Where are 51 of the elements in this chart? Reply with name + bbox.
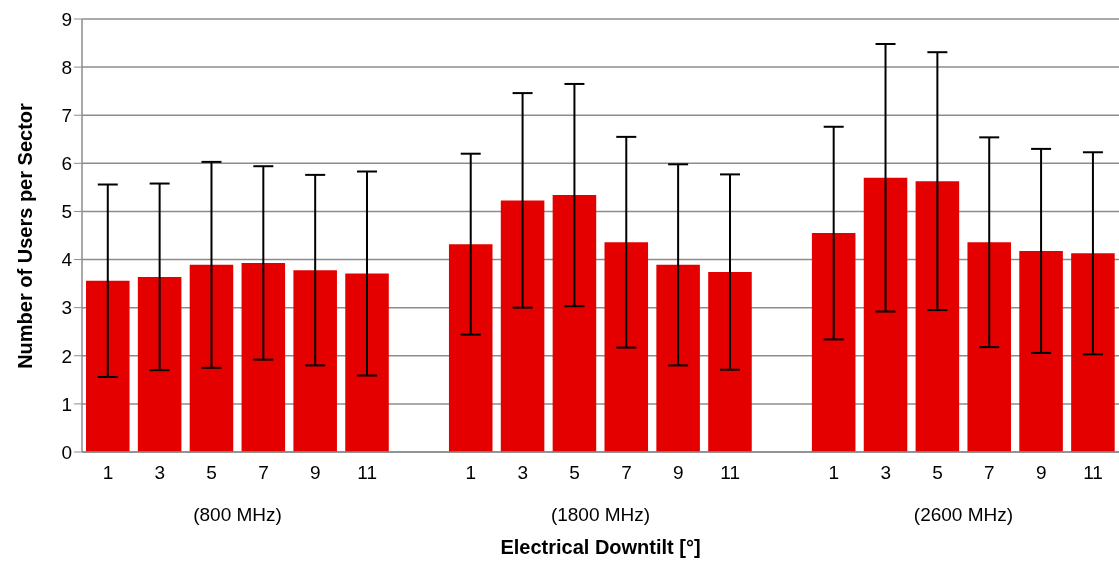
bar <box>1019 250 1063 452</box>
bar <box>137 276 182 452</box>
bar <box>811 233 856 452</box>
y-tick-label: 0 <box>61 441 72 463</box>
bar <box>967 242 1011 452</box>
bar <box>656 264 700 452</box>
x-tick-label: 3 <box>517 462 529 484</box>
y-tick-label: 6 <box>61 153 72 175</box>
x-tick-label: 9 <box>672 462 684 484</box>
x-tick-label: 7 <box>258 462 269 484</box>
x-tick-label: 1 <box>102 462 114 484</box>
x-tick-label: 3 <box>154 462 166 484</box>
y-axis-title: Number of Users per Sector <box>14 101 37 371</box>
x-tick-label: 7 <box>984 462 995 484</box>
text: (2600 MHz) <box>912 504 1015 526</box>
bar <box>915 181 960 452</box>
y-tick-label: 5 <box>61 201 72 223</box>
y-tick-label: 9 <box>61 8 72 30</box>
y-tick-label: 8 <box>61 56 72 78</box>
y-tick-label: 1 <box>61 393 72 415</box>
bar <box>241 262 286 452</box>
x-tick-label: 7 <box>621 462 632 484</box>
x-tick-label: 1 <box>465 462 477 484</box>
y-tick-label: 7 <box>61 104 72 126</box>
x-tick-label: 11 <box>357 462 378 484</box>
text: (800 MHz) <box>192 504 283 526</box>
x-tick-label: 9 <box>1035 462 1047 484</box>
text: (1800 MHz) <box>549 504 652 526</box>
x-tick-label: 5 <box>206 462 217 484</box>
bar <box>345 273 389 452</box>
x-tick-label: 1 <box>828 462 840 484</box>
bar <box>1071 253 1115 452</box>
y-tick-label: 2 <box>61 345 72 367</box>
x-axis-title: Electrical Downtilt [°] <box>499 536 702 559</box>
bar <box>293 270 337 452</box>
y-tick-label: 4 <box>61 249 73 271</box>
bar <box>604 242 649 452</box>
bar <box>189 264 234 452</box>
bar <box>863 177 908 452</box>
x-tick-label: 3 <box>880 462 891 484</box>
bar <box>448 244 493 452</box>
bar <box>86 280 130 452</box>
y-tick-label: 3 <box>61 297 72 319</box>
bar <box>708 272 752 452</box>
bar <box>500 200 545 452</box>
bar <box>552 195 597 452</box>
x-tick-label: 11 <box>720 462 740 484</box>
x-tick-label: 5 <box>932 462 943 484</box>
x-tick-label: 11 <box>1083 462 1103 484</box>
x-tick-label: 9 <box>310 462 321 484</box>
x-tick-label: 5 <box>569 462 580 484</box>
